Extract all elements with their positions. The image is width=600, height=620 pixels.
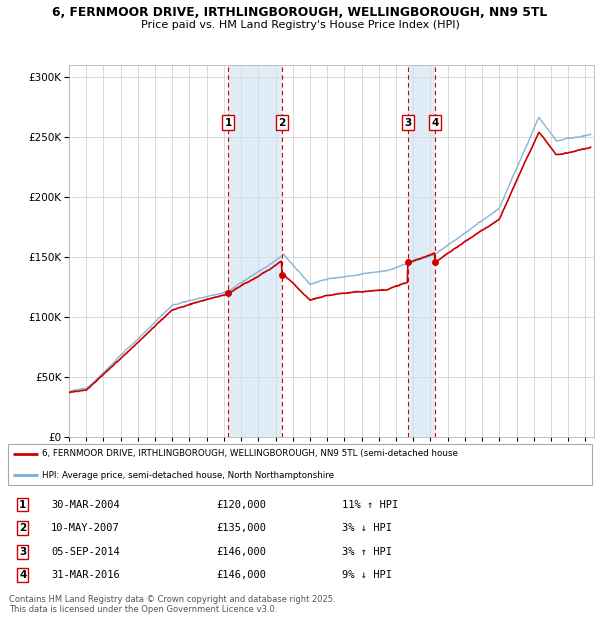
Text: Price paid vs. HM Land Registry's House Price Index (HPI): Price paid vs. HM Land Registry's House … (140, 20, 460, 30)
Text: 4: 4 (431, 118, 439, 128)
Text: 2: 2 (19, 523, 26, 533)
Text: 30-MAR-2004: 30-MAR-2004 (51, 500, 120, 510)
Text: This data is licensed under the Open Government Licence v3.0.: This data is licensed under the Open Gov… (9, 604, 277, 614)
Bar (228, 65, 282, 437)
Text: 9% ↓ HPI: 9% ↓ HPI (342, 570, 392, 580)
Text: 1: 1 (19, 500, 26, 510)
Text: Contains HM Land Registry data © Crown copyright and database right 2025.: Contains HM Land Registry data © Crown c… (9, 595, 335, 604)
Text: 3% ↑ HPI: 3% ↑ HPI (342, 547, 392, 557)
Text: 05-SEP-2014: 05-SEP-2014 (51, 547, 120, 557)
Text: £120,000: £120,000 (216, 500, 266, 510)
Text: 3: 3 (19, 547, 26, 557)
Bar (408, 65, 435, 437)
Text: 10-MAY-2007: 10-MAY-2007 (51, 523, 120, 533)
Text: 4: 4 (19, 570, 26, 580)
Text: 1: 1 (224, 118, 232, 128)
Text: £146,000: £146,000 (216, 570, 266, 580)
Text: 6, FERNMOOR DRIVE, IRTHLINGBOROUGH, WELLINGBOROUGH, NN9 5TL: 6, FERNMOOR DRIVE, IRTHLINGBOROUGH, WELL… (52, 6, 548, 19)
Text: HPI: Average price, semi-detached house, North Northamptonshire: HPI: Average price, semi-detached house,… (43, 471, 334, 480)
Text: 2: 2 (278, 118, 286, 128)
Text: 3: 3 (404, 118, 412, 128)
Text: 11% ↑ HPI: 11% ↑ HPI (342, 500, 398, 510)
Text: 6, FERNMOOR DRIVE, IRTHLINGBOROUGH, WELLINGBOROUGH, NN9 5TL (semi-detached house: 6, FERNMOOR DRIVE, IRTHLINGBOROUGH, WELL… (43, 449, 458, 458)
Text: 31-MAR-2016: 31-MAR-2016 (51, 570, 120, 580)
Text: £135,000: £135,000 (216, 523, 266, 533)
Text: 3% ↓ HPI: 3% ↓ HPI (342, 523, 392, 533)
Text: £146,000: £146,000 (216, 547, 266, 557)
